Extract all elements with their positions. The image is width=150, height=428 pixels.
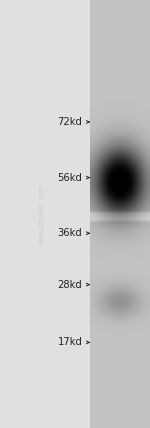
Text: 28kd: 28kd <box>58 279 82 290</box>
Text: 56kd: 56kd <box>58 172 82 183</box>
Text: 17kd: 17kd <box>58 337 82 348</box>
Text: www.ptgiabc.com: www.ptgiabc.com <box>39 183 45 245</box>
Text: 36kd: 36kd <box>58 228 82 238</box>
Text: 72kd: 72kd <box>58 117 82 127</box>
